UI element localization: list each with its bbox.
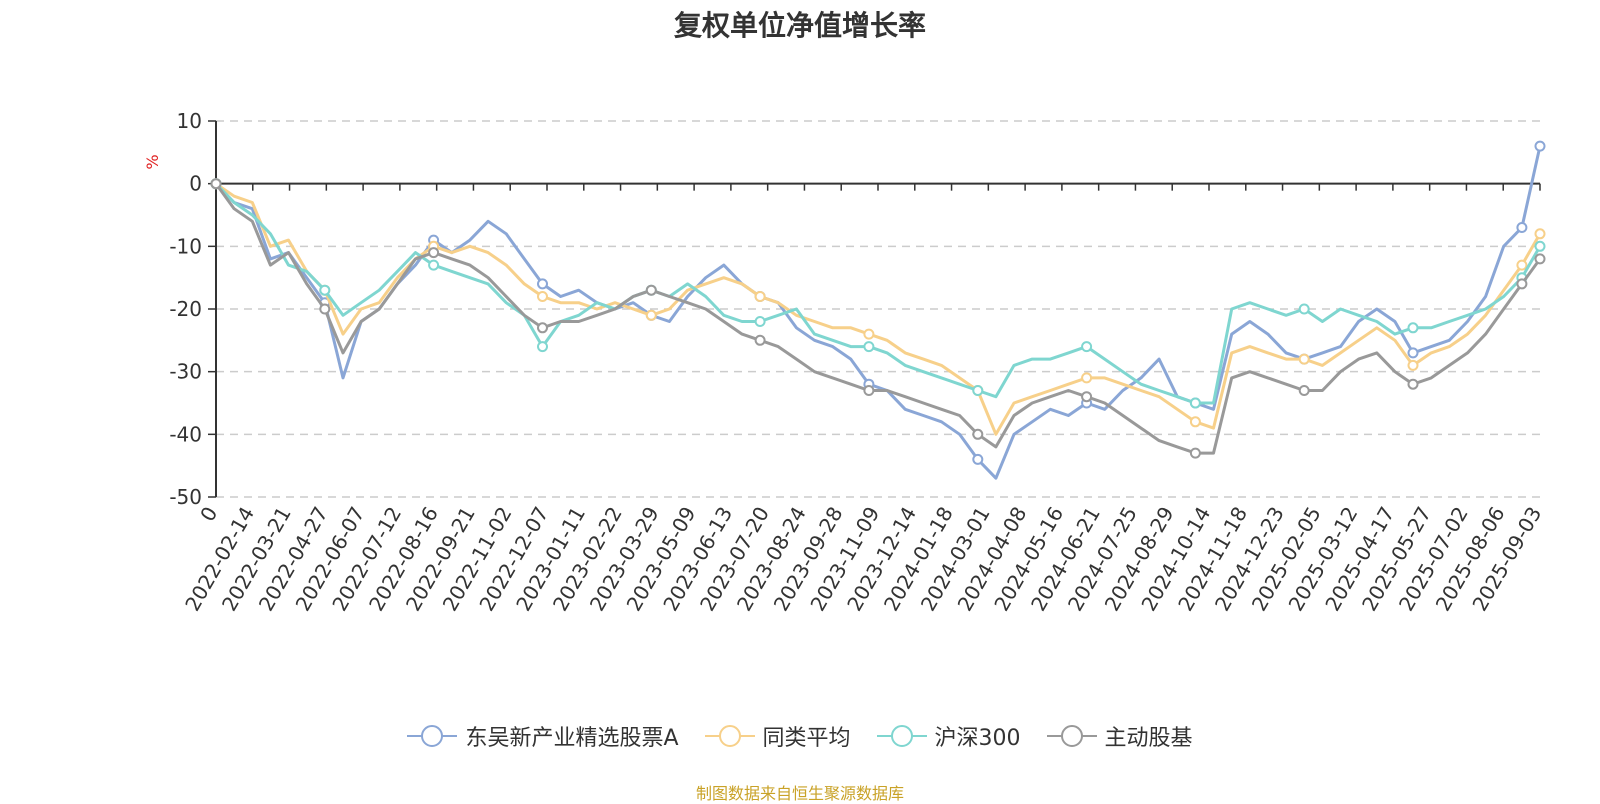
y-tick-label: -30: [169, 360, 202, 384]
legend-marker-active-equity-icon: [1046, 725, 1097, 747]
series-point-1: [863, 328, 875, 340]
series-point-2: [319, 284, 331, 296]
series-point-2: [1081, 341, 1093, 353]
series-point-3: [645, 284, 657, 296]
legend-label-csi300: 沪深300: [934, 726, 1021, 751]
chart-title: 复权单位净值增长率: [673, 9, 926, 42]
y-tick-label: 10: [177, 109, 202, 133]
legend-item-peer-average[interactable]: 同类平均: [704, 720, 851, 752]
series-point-1: [645, 309, 657, 321]
series-point-1: [1081, 372, 1093, 384]
legend-item-active-equity[interactable]: 主动股基: [1046, 720, 1193, 752]
series-point-1: [1298, 353, 1310, 365]
series-point-2: [972, 385, 984, 396]
series-point-0: [1407, 347, 1419, 359]
series-point-3: [1081, 391, 1093, 403]
legend-marker-csi300-icon: [876, 725, 927, 747]
series-point-2: [754, 316, 766, 327]
legend-item-csi300[interactable]: 沪深300: [876, 720, 1021, 752]
series-point-3: [863, 385, 875, 396]
legend-marker-fund-icon: [407, 725, 458, 747]
series-point-1: [537, 291, 548, 302]
grid-lines: [216, 120, 1540, 498]
series-point-3: [210, 178, 222, 190]
legend-label-fund: 东吴新产业精选股票A: [465, 726, 679, 751]
series-point-3: [319, 303, 331, 315]
series-line-3: [214, 182, 1542, 455]
series-point-1: [1407, 359, 1419, 371]
y-tick-label: -50: [169, 485, 202, 509]
series-point-3: [537, 322, 548, 334]
series-point-3: [972, 428, 984, 440]
series-point-1: [1534, 228, 1546, 240]
series-point-2: [1534, 240, 1546, 252]
series-point-3: [1189, 447, 1201, 459]
y-tick-label: 0: [189, 172, 202, 196]
series-point-0: [1516, 222, 1528, 233]
series-point-0: [537, 278, 548, 290]
series-point-3: [1516, 278, 1528, 290]
data-source-note: 制图数据来自恒生聚源数据库: [695, 784, 904, 803]
legend-marker-peer-average-icon: [704, 725, 755, 747]
series-point-2: [1407, 322, 1419, 334]
series-point-2: [863, 341, 875, 353]
line-chart: 100-10-20-30-40-50%02022-02-142022-03-21…: [143, 109, 1546, 615]
tick-labels: 100-10-20-30-40-50%02022-02-142022-03-21…: [143, 109, 1546, 615]
series-point-2: [428, 259, 440, 271]
series-point-0: [972, 453, 984, 465]
series-point-3: [1534, 253, 1546, 265]
y-tick-label: -20: [169, 297, 202, 321]
y-tick-label: -10: [169, 234, 202, 258]
y-axis-label: %: [143, 154, 162, 169]
series-point-0: [1534, 140, 1546, 152]
series-point-2: [537, 341, 548, 353]
series-point-3: [754, 334, 766, 346]
legend-label-active-equity: 主动股基: [1104, 726, 1193, 751]
legend-label-peer-average: 同类平均: [762, 726, 851, 751]
series-point-3: [1407, 378, 1419, 390]
series-point-2: [1189, 397, 1201, 409]
series-point-3: [428, 247, 440, 259]
series-point-1: [1516, 259, 1528, 271]
series-point-3: [1298, 385, 1310, 396]
series-lines: [210, 140, 1546, 480]
x-tick-label: 0: [195, 503, 222, 526]
series-point-1: [1189, 416, 1201, 428]
legend-item-fund[interactable]: 东吴新产业精选股票A: [407, 720, 679, 752]
series-line-0: [214, 145, 1542, 480]
legend: 东吴新产业精选股票A 同类平均 沪深300 主动股基: [0, 720, 1600, 752]
y-tick-label: -40: [169, 422, 202, 446]
series-point-1: [754, 291, 766, 302]
series-point-2: [1298, 303, 1310, 315]
